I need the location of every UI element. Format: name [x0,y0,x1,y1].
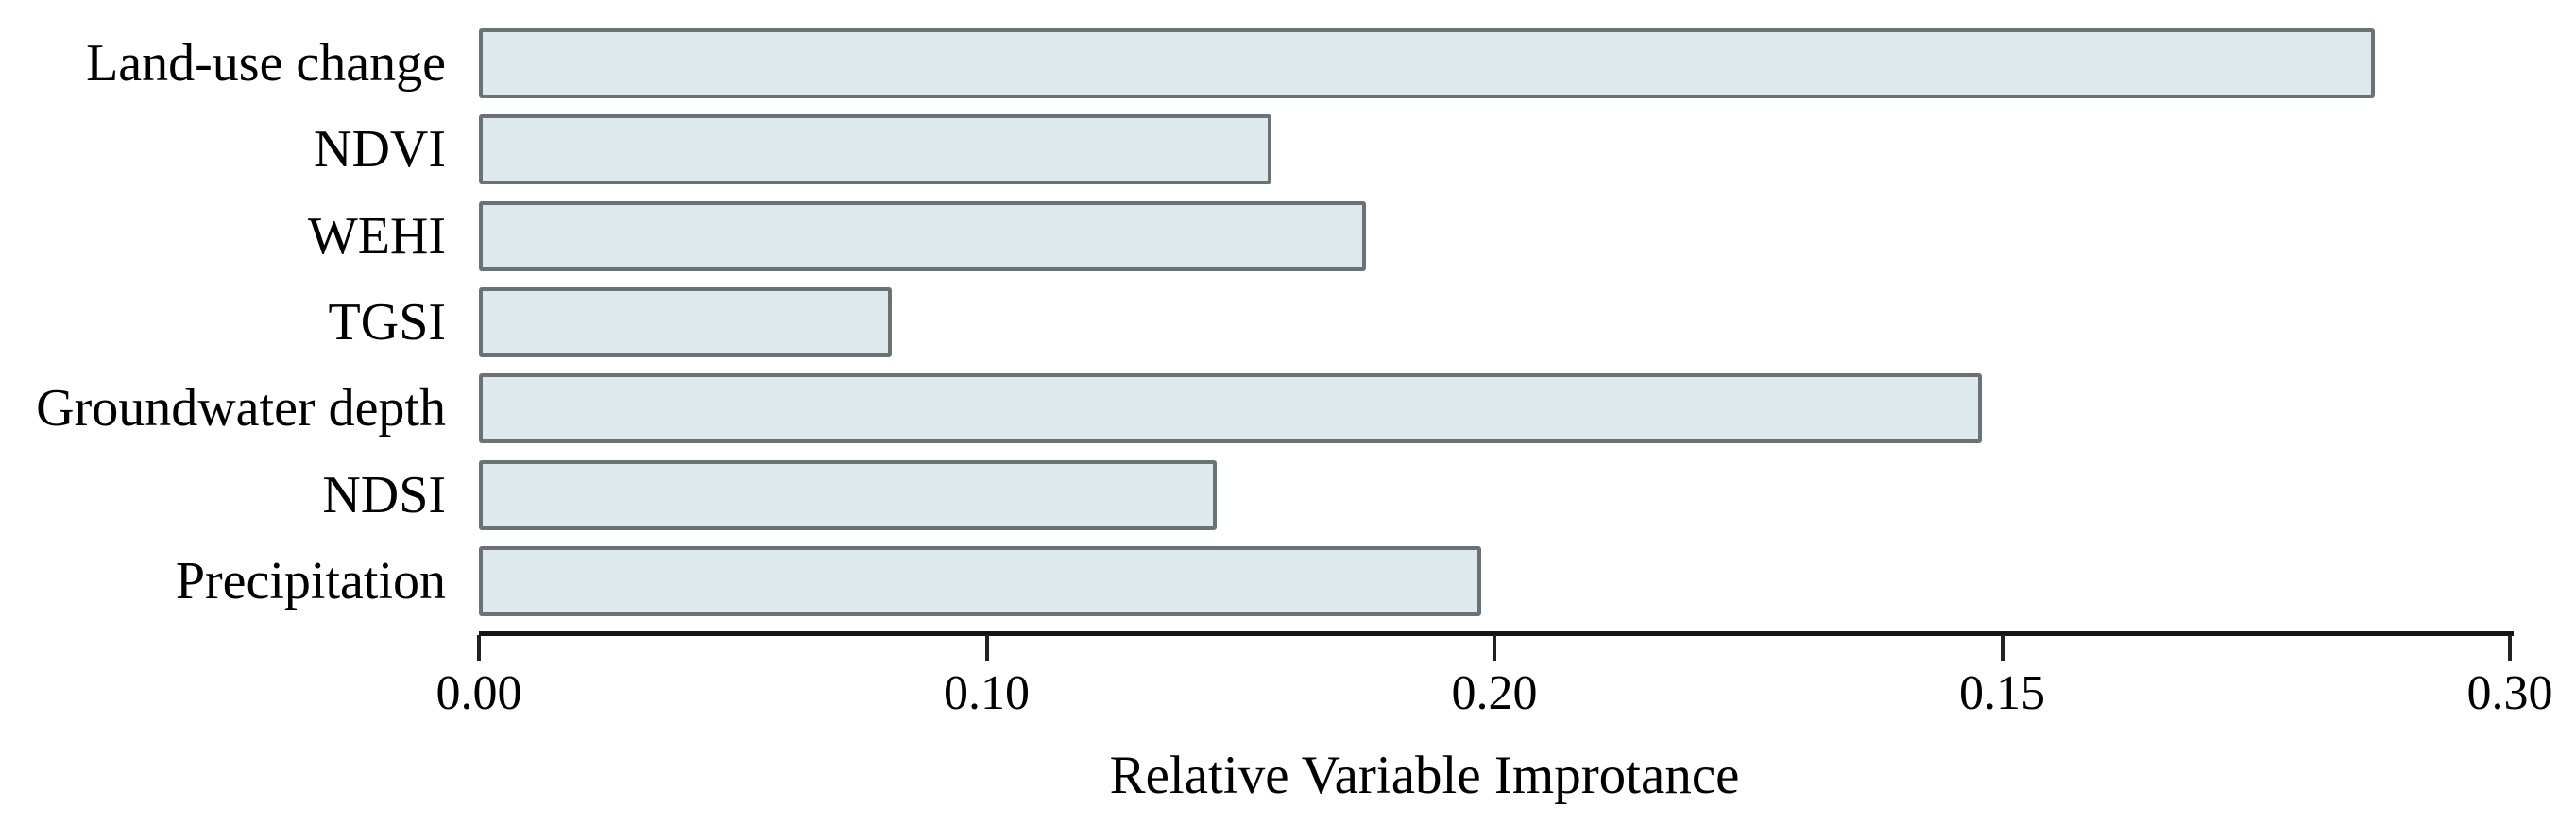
category-label: TGSI [328,292,446,352]
category-label: NDVI [314,120,446,180]
x-axis-tick-label: 0.15 [1959,666,2045,720]
bar-row: Precipitation [0,545,2576,616]
bar [479,373,1982,444]
bar-row: NDVI [0,114,2576,185]
bar [479,28,2375,98]
x-axis-tick [477,635,481,661]
bar [479,545,1481,616]
x-axis-tick-label: 0.00 [435,666,522,720]
category-label: Precipitation [175,551,446,611]
category-label: Groundwater depth [36,379,446,439]
x-axis-tick [1493,635,1496,661]
x-axis-tick-label: 0.10 [944,666,1030,720]
bar-row: Groundwater depth [0,373,2576,444]
x-axis-line [479,631,2514,636]
x-axis-tick [2508,635,2512,661]
bar-row: Land-use change [0,28,2576,98]
bar-row: TGSI [0,286,2576,357]
x-axis-tick-label: 0.20 [1451,666,1538,720]
bar [479,200,1366,271]
bar-row: WEHI [0,200,2576,271]
x-axis-tick [984,635,989,661]
category-label: Land-use change [86,34,446,93]
bar [479,286,892,357]
bar [479,459,1217,530]
category-label: WEHI [307,206,446,266]
x-axis-tick-label: 0.30 [2466,666,2553,720]
bar-row: NDSI [0,459,2576,530]
x-axis-title: Relative Variable Improtance [1109,746,1740,805]
bar [479,114,1271,185]
x-axis-tick [2000,635,2005,661]
category-label: NDSI [322,465,446,525]
